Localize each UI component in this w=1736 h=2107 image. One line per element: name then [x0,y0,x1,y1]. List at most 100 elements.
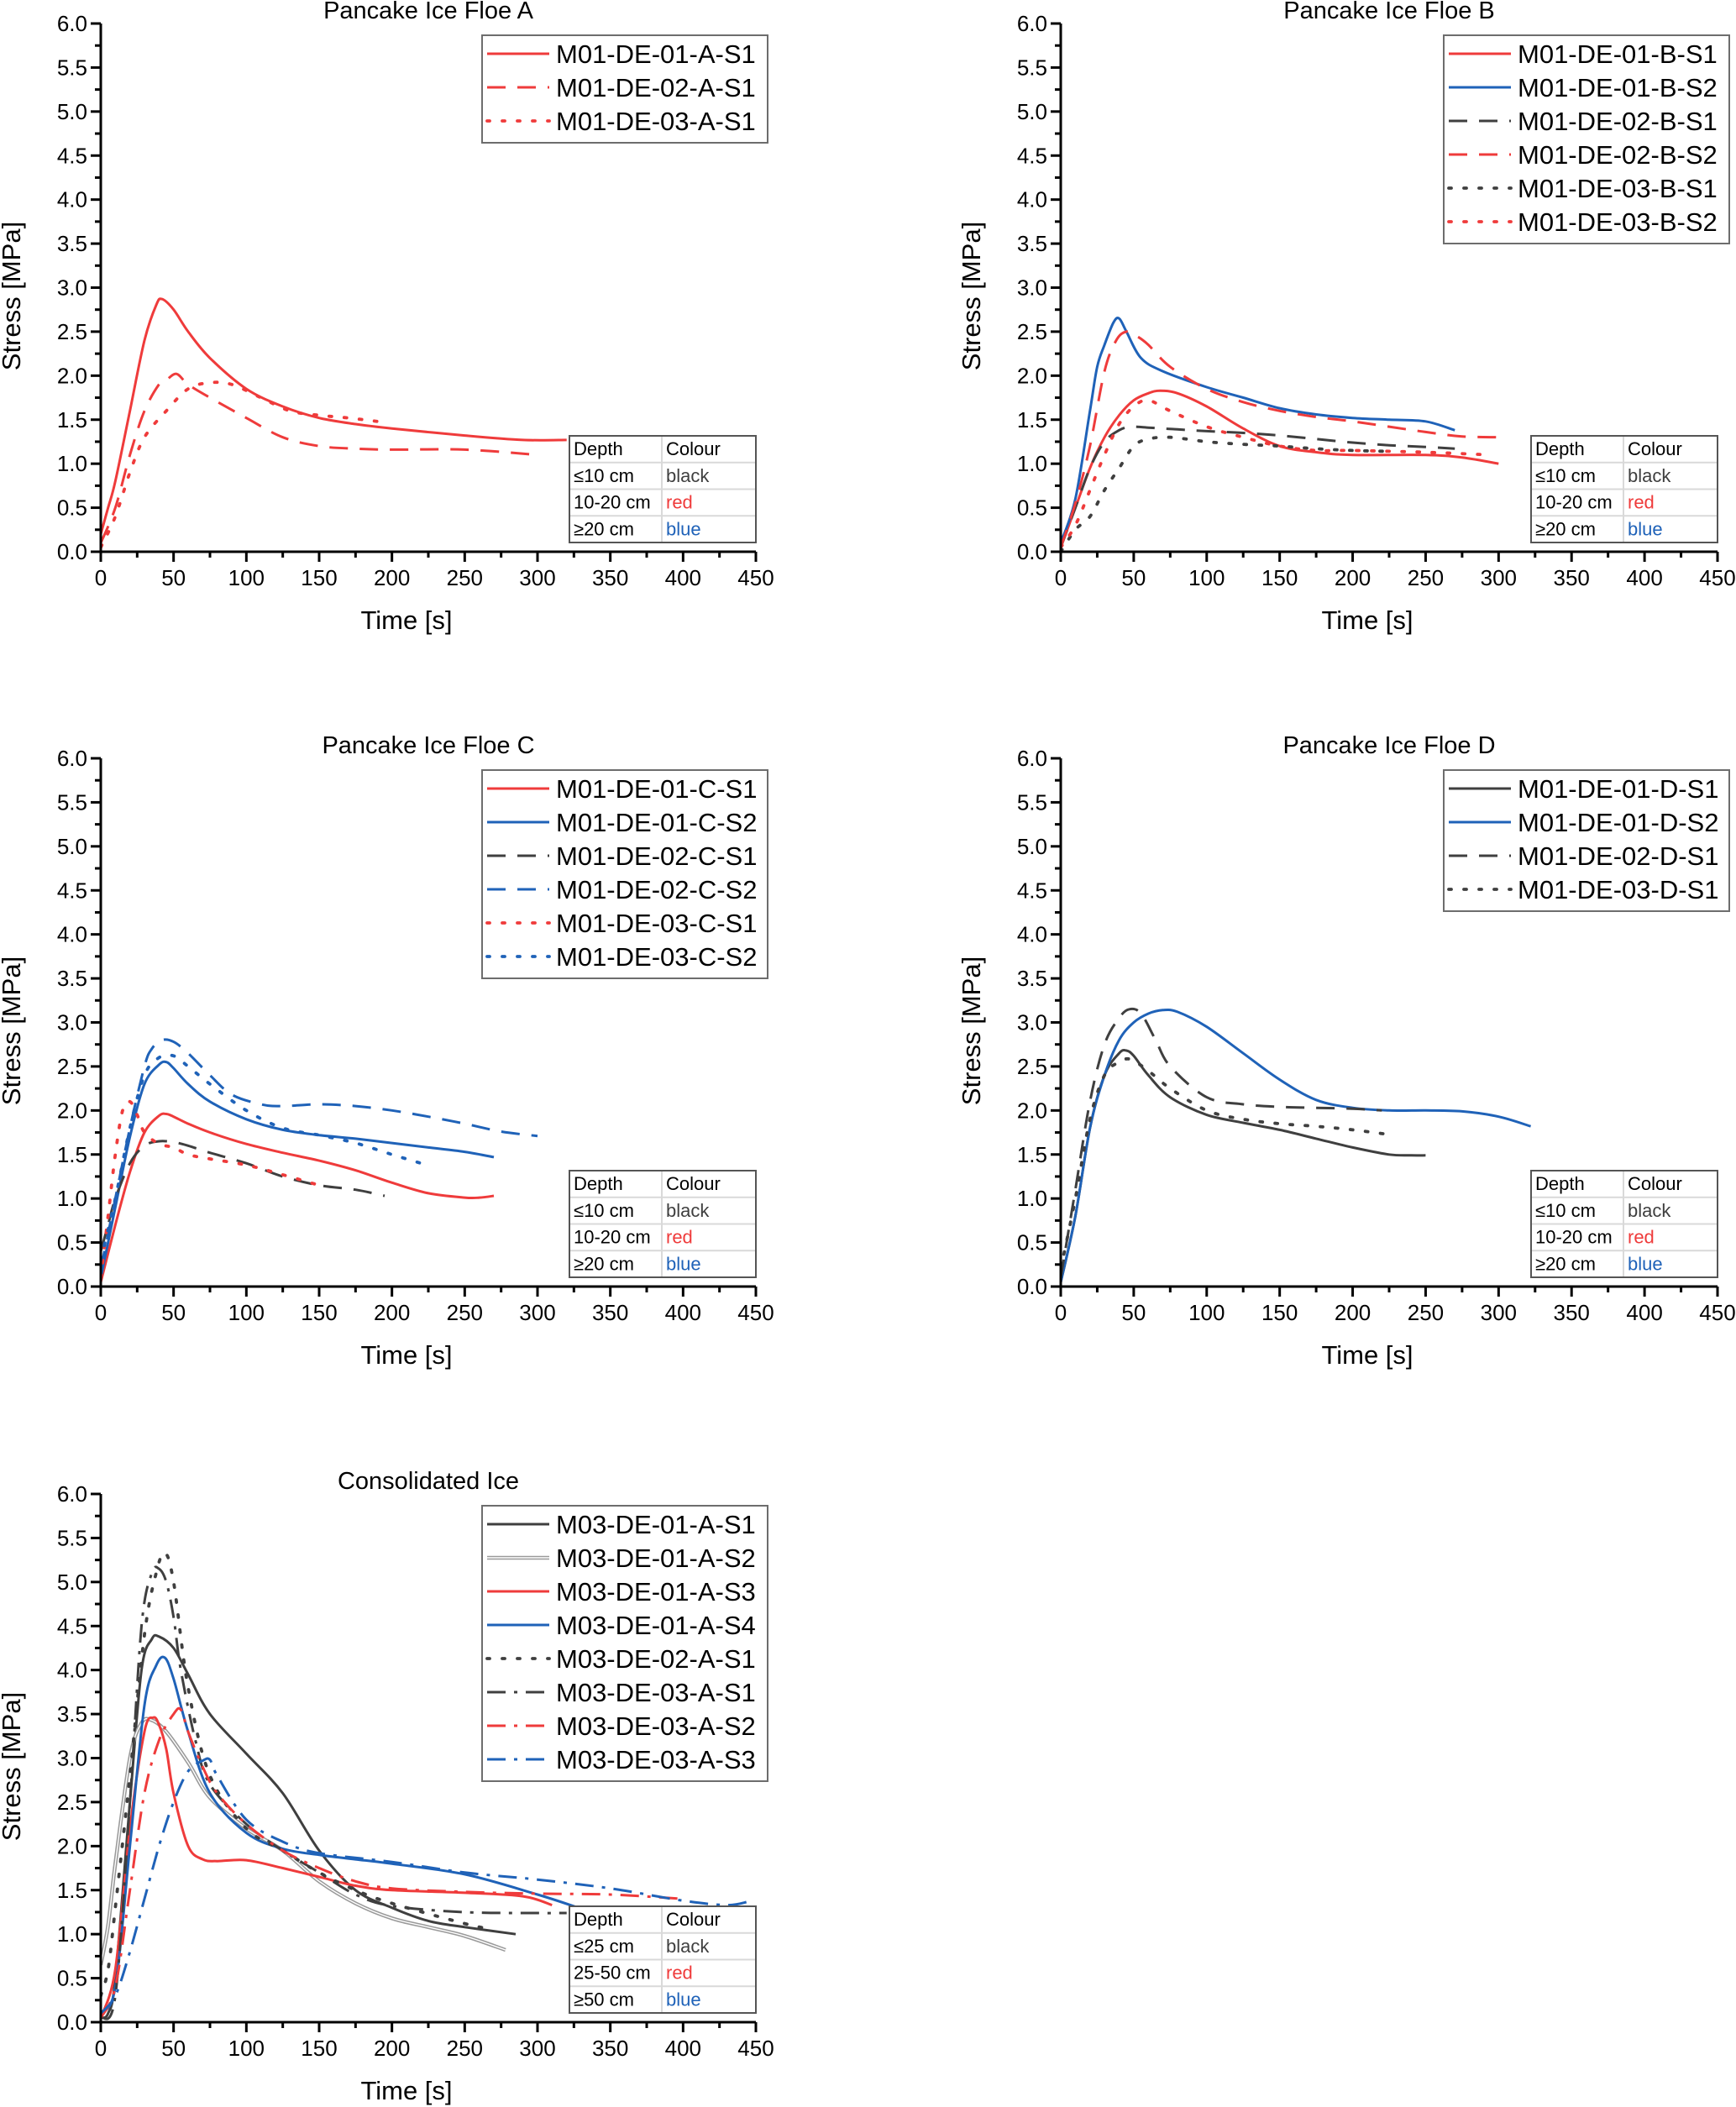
series-line-m01-de-02-b-s2 [1061,330,1499,548]
y-tick-label: 6.0 [57,746,87,771]
legend-label: M01-DE-02-C-S1 [556,841,757,871]
legend-label: M01-DE-02-B-S2 [1518,140,1718,170]
legend-box [481,769,768,979]
x-tick-label: 150 [1261,1300,1298,1325]
legend-item: M01-DE-03-B-S1 [1447,174,1718,203]
y-tick-label: 4.5 [1017,143,1047,168]
table-depth-cell: ≤10 cm [1535,465,1596,486]
y-tick-label: 2.0 [57,363,87,388]
x-tick-label: 450 [1699,565,1735,590]
series-line-m01-de-01-a-s1 [101,297,567,535]
table-header: Colour [1628,1173,1682,1194]
series-line-m01-de-02-d-s1 [1061,1007,1382,1278]
x-tick-label: 350 [592,1300,628,1325]
legend-box [1443,34,1730,244]
x-tick-label: 150 [1261,565,1298,590]
legend-label: M01-DE-01-C-S2 [556,808,757,837]
x-tick-label: 300 [519,565,555,590]
table-depth-cell: ≥20 cm [1535,1253,1596,1274]
legend-label: M01-DE-03-B-S1 [1518,174,1718,203]
x-tick-label: 300 [1481,1300,1517,1325]
table-header: Colour [666,1909,721,1930]
table-colour-cell: blue [1628,1253,1663,1274]
table-header: Depth [1535,1173,1585,1194]
x-tick-label: 350 [1554,1300,1590,1325]
series-line-m03-de-01-a-s4 [101,1655,579,2015]
y-tick-label: 5.0 [57,834,87,859]
series-line-m03-de-03-a-s1 [101,1565,567,2021]
legend-label: M01-DE-02-D-S1 [1518,841,1718,871]
legend-item: M01-DE-03-D-S1 [1447,875,1718,904]
legend-item: M01-DE-02-D-S1 [1449,841,1718,871]
series-line-m01-de-02-a-s1 [101,372,538,544]
series-lines [101,1551,749,2021]
y-tick-label: 3.5 [1017,966,1047,991]
series-line-m01-de-01-d-s2 [1061,1008,1532,1283]
x-axis-title: Time [s] [360,1340,452,1370]
table-colour-cell: black [1628,465,1671,486]
table-colour-cell: red [1628,492,1655,513]
depth-colour-table: Depth Colour ≤10 cm black 10-20 cm red ≥20 cm b… [569,1170,757,1278]
legend-item: M01-DE-01-C-S1 [487,774,757,804]
y-tick-label: 5.0 [1017,834,1047,859]
series-line-m01-de-02-c-s2 [101,1038,538,1270]
legend: M01-DE-01-D-S1 M01-DE-01-D-S2 M01-DE-02-D-… [1443,769,1730,912]
y-tick-label: 4.0 [1017,922,1047,947]
y-axis-title: Stress [MPa] [957,957,986,1105]
legend-item: M01-DE-02-A-S1 [487,73,756,102]
depth-colour-table: Depth Colour ≤10 cm black 10-20 cm red ≥20 cm b… [1530,435,1718,543]
y-tick-label: 2.0 [1017,363,1047,388]
y-tick-label: 5.5 [1017,789,1047,815]
y-tick-label: 1.0 [1017,1186,1047,1211]
legend: M01-DE-01-A-S1 M01-DE-02-A-S1 M01-DE-03-A-… [481,34,768,144]
y-tick-label: 0.0 [1017,539,1047,564]
legend-label: M03-DE-03-A-S2 [556,1711,756,1741]
series-line-m01-de-01-b-s2 [1061,317,1455,543]
y-tick-label: 2.5 [1017,319,1047,344]
table-colour-cell: blue [666,1989,701,2010]
table-header: Depth [1535,438,1585,459]
legend-label: M01-DE-03-B-S2 [1518,207,1718,237]
legend: M03-DE-01-A-S1 M03-DE-01-A-S2 M03-DE-01-A-… [481,1505,768,1782]
legend-label: M01-DE-02-A-S1 [556,73,756,102]
y-tick-label: 3.5 [57,966,87,991]
legend: M01-DE-01-B-S1 M01-DE-01-B-S2 M01-DE-02-B-… [1443,34,1730,244]
legend-item: M01-DE-03-A-S1 [485,107,756,136]
legend-item: M03-DE-03-A-S1 [487,1678,756,1707]
x-tick-label: 250 [447,565,483,590]
x-tick-label: 350 [1554,565,1590,590]
depth-colour-table: Depth Colour ≤10 cm black 10-20 cm red ≥20 cm b… [569,435,757,543]
legend-label: M01-DE-03-A-S1 [556,107,756,136]
depth-colour-table: Depth Colour ≤25 cm black 25-50 cm red ≥50 cm b… [569,1905,757,2014]
series-line-inner [101,1717,506,1966]
series-line-m01-de-02-c-s1 [101,1140,385,1252]
x-tick-label: 450 [1699,1300,1735,1325]
y-tick-label: 1.5 [1017,407,1047,432]
table-colour-cell: black [666,1936,710,1957]
y-tick-label: 1.0 [57,1921,87,1947]
x-tick-label: 350 [592,2036,628,2061]
chart-panel-2: Pancake Ice Floe B 0 50 100 150 200 250 300 350 4… [957,0,1736,635]
legend-item: M03-DE-01-A-S1 [487,1510,756,1539]
depth-colour-table: Depth Colour ≤10 cm black 10-20 cm red ≥20 cm b… [1530,1170,1718,1278]
x-tick-label: 200 [1335,1300,1371,1325]
legend-label: M01-DE-01-C-S1 [556,774,757,804]
legend-label: M03-DE-01-A-S4 [556,1611,756,1640]
x-tick-label: 350 [592,565,628,590]
legend-item: M01-DE-01-D-S2 [1449,808,1718,837]
y-tick-label: 2.0 [57,1833,87,1858]
legend-item: M03-DE-01-A-S2 [487,1544,756,1573]
table-depth-cell: ≤25 cm [574,1936,634,1957]
y-tick-label: 4.5 [57,143,87,168]
y-tick-label: 3.0 [1017,1010,1047,1035]
legend-label: M03-DE-01-A-S3 [556,1577,756,1606]
table-colour-cell: red [666,492,693,513]
chart-title: Pancake Ice Floe D [1282,732,1495,759]
y-tick-label: 1.5 [57,1142,87,1167]
x-tick-label: 0 [95,2036,107,2061]
legend-label: M01-DE-01-B-S2 [1518,73,1718,102]
x-tick-label: 50 [161,1300,186,1325]
table-header: Colour [666,438,721,459]
x-tick-label: 400 [665,2036,701,2061]
